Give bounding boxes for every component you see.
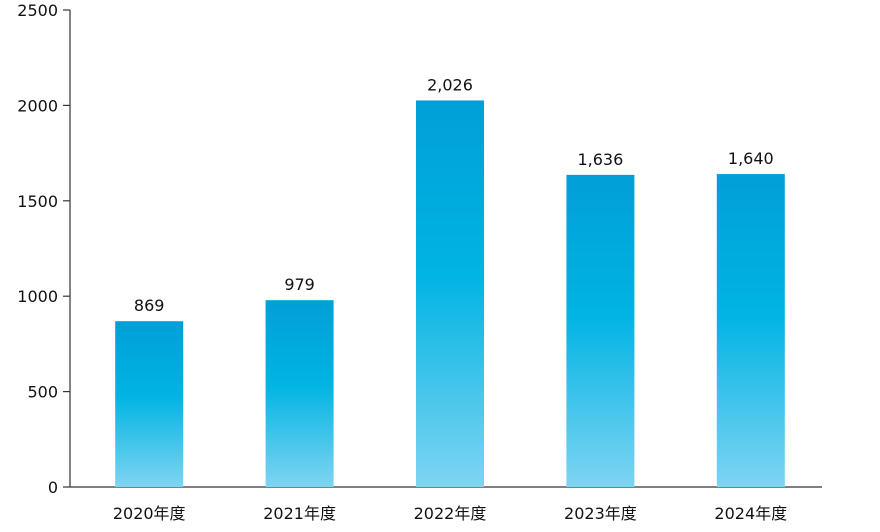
y-tick-label: 0 (48, 478, 58, 497)
bar (265, 300, 334, 487)
bar-value-label: 1,640 (728, 149, 774, 168)
y-tick-label: 2500 (17, 1, 58, 20)
bar-value-label: 2,026 (427, 75, 473, 94)
x-axis: 2020年度 2021年度 2022年度 2023年度 2024年度 (70, 486, 822, 523)
y-tick-label: 1000 (17, 287, 58, 306)
bars (115, 100, 785, 487)
x-category-label: 2022年度 (414, 504, 487, 523)
y-tick-label: 500 (27, 383, 58, 402)
bar-value-label: 979 (284, 275, 315, 294)
bar-value-label: 1,636 (577, 150, 623, 169)
x-category-label: 2023年度 (564, 504, 637, 523)
y-axis: 0 500 1000 1500 2000 2500 (17, 1, 71, 497)
bar-value-label: 869 (134, 296, 165, 315)
x-category-label: 2024年度 (714, 504, 787, 523)
bar (416, 100, 484, 487)
x-category-label: 2021年度 (263, 504, 336, 523)
y-tick-label: 1500 (17, 192, 58, 211)
y-tick-label: 2000 (17, 96, 58, 115)
bar (115, 321, 184, 487)
bar (566, 174, 635, 487)
x-category-label: 2020年度 (113, 504, 186, 523)
data-labels: 869 979 2,026 1,636 1,640 (134, 75, 774, 315)
bar (716, 174, 785, 487)
